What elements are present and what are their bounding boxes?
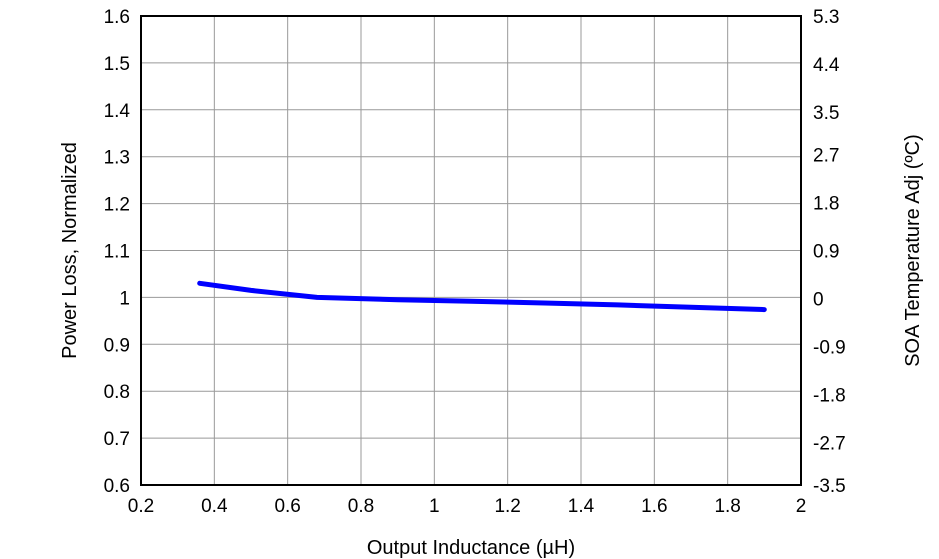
- x-tick-labels: 0.2 0.4 0.6 0.8 1 1.2 1.4 1.6 1.8 2: [128, 496, 807, 517]
- y2-tick-labels: -3.5 -2.7 -1.8 -0.9 0 0.9 1.8 2.7 3.5 4.4 5.3: [813, 7, 846, 497]
- y2-tick-label: -0.9: [813, 337, 846, 358]
- y2-tick-label: -3.5: [813, 476, 846, 497]
- y2-tick-label: -2.7: [813, 433, 846, 454]
- x-tick-label: 0.2: [128, 496, 154, 517]
- x-tick-label: 2: [796, 496, 807, 517]
- y2-tick-label: 3.5: [813, 103, 839, 124]
- y2-tick-label: 2.7: [813, 146, 839, 167]
- x-tick-label: 1: [429, 496, 440, 517]
- y2-tick-label: 0: [813, 289, 824, 310]
- x-axis-title: Output Inductance (µH): [367, 537, 575, 559]
- x-tick-label: 1.6: [641, 496, 667, 517]
- y-tick-label: 1.2: [104, 195, 130, 216]
- grid-lines: [140, 15, 802, 486]
- x-tick-label: 0.4: [201, 496, 228, 517]
- x-tick-label: 0.6: [274, 496, 300, 517]
- y-tick-label: 1.5: [104, 54, 130, 75]
- y2-tick-label: 1.8: [813, 194, 839, 215]
- y-tick-label: 0.7: [104, 429, 130, 450]
- y-tick-label: 1.4: [104, 101, 131, 122]
- y-tick-label: 0.9: [104, 335, 130, 356]
- y-tick-labels: 0.6 0.7 0.8 0.9 1 1.1 1.2 1.3 1.4 1.5 1.6: [104, 7, 131, 497]
- y-tick-label: 0.6: [104, 476, 130, 497]
- y-tick-label: 0.8: [104, 382, 130, 403]
- x-tick-label: 0.8: [348, 496, 374, 517]
- y-tick-label: 1.6: [104, 7, 130, 28]
- y2-axis-title: SOA Temperature Adj (ºC): [902, 134, 924, 367]
- y-tick-label: 1.1: [104, 242, 130, 263]
- plot-area-frame: [140, 15, 802, 486]
- y-tick-label: 1.3: [104, 148, 130, 169]
- y-tick-label: 1: [119, 288, 130, 309]
- y-axis-title: Power Loss, Normalized: [59, 142, 81, 359]
- y2-tick-label: -1.8: [813, 385, 846, 406]
- x-tick-label: 1.2: [494, 496, 520, 517]
- y2-tick-label: 4.4: [813, 55, 840, 76]
- y2-tick-label: 0.9: [813, 242, 839, 263]
- series-line: [197, 280, 767, 313]
- y2-tick-label: 5.3: [813, 7, 839, 28]
- series-group: [197, 280, 767, 313]
- x-tick-label: 1.8: [714, 496, 740, 517]
- x-tick-label: 1.4: [568, 496, 595, 517]
